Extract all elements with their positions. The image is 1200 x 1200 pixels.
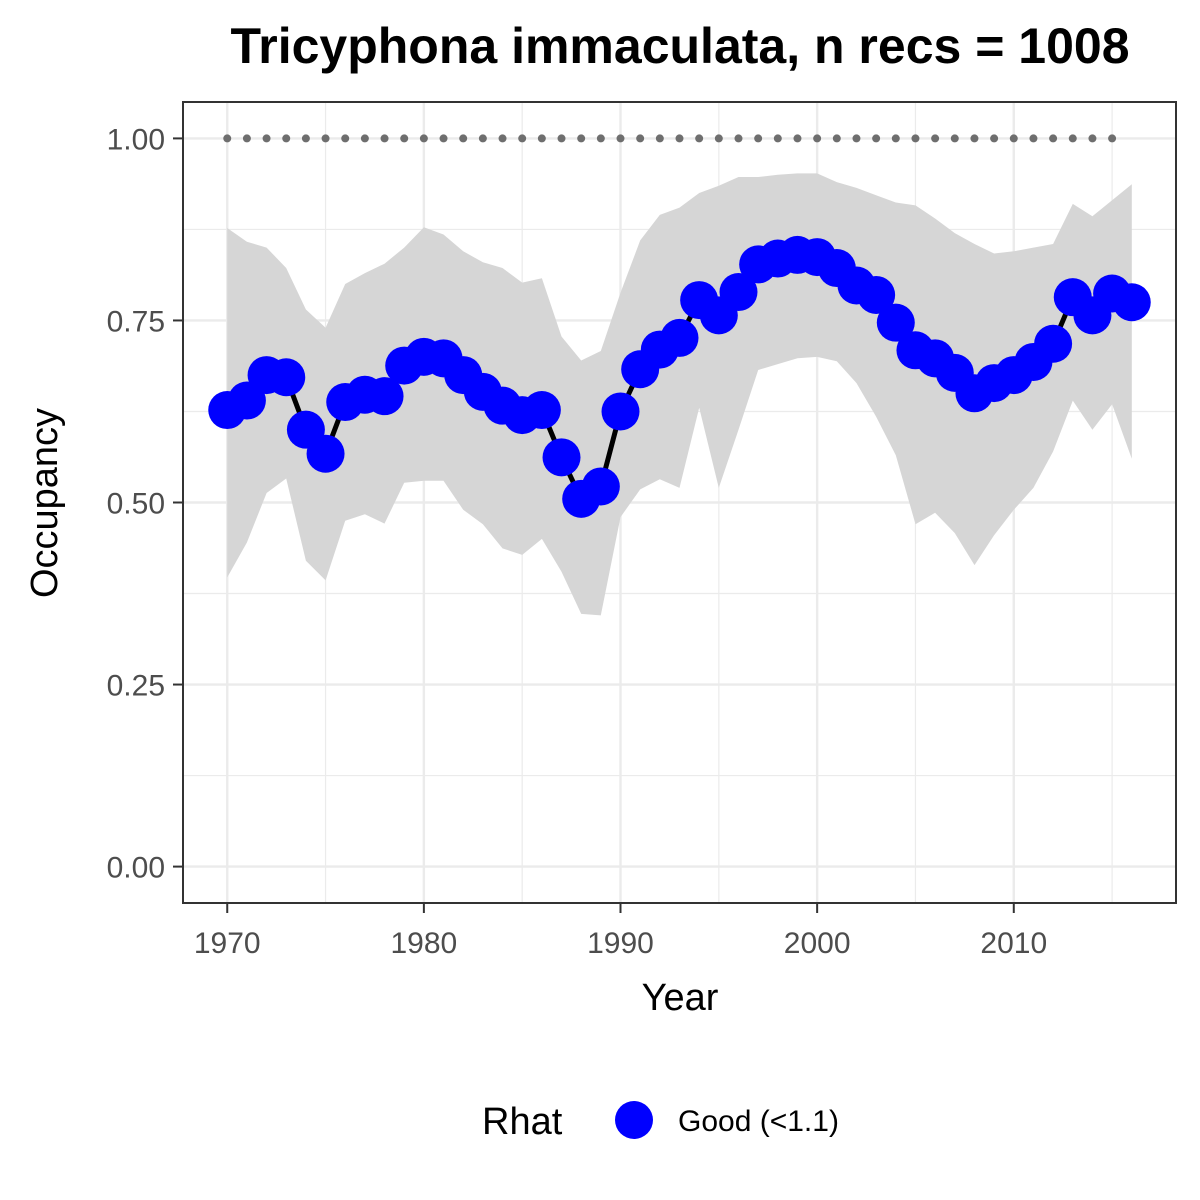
reference-dot	[459, 134, 468, 143]
reference-dot	[321, 134, 330, 143]
reference-dot	[518, 134, 527, 143]
y-axis: 0.00 0.25 0.50 0.75 1.00	[107, 123, 183, 885]
reference-dot	[1009, 134, 1018, 143]
confidence-ribbon	[227, 173, 1132, 616]
reference-dot	[341, 134, 350, 143]
reference-dot	[301, 134, 310, 143]
reference-dot	[262, 134, 271, 143]
reference-dot	[734, 134, 743, 143]
reference-dot	[282, 134, 291, 143]
y-tick-label: 0.75	[107, 305, 165, 338]
data-point	[267, 358, 306, 397]
reference-dot	[655, 134, 664, 143]
y-tick-label: 0.25	[107, 670, 165, 703]
reference-dot	[911, 134, 920, 143]
reference-dot	[832, 134, 841, 143]
chart-title: Tricyphona immaculata, n recs = 1008	[230, 18, 1129, 74]
reference-dot	[636, 134, 645, 143]
reference-dot	[537, 134, 546, 143]
legend-key-point	[615, 1101, 653, 1139]
data-point	[876, 303, 915, 342]
reference-dot	[714, 134, 723, 143]
x-tick-label: 2010	[980, 927, 1047, 960]
reference-dot	[419, 134, 428, 143]
reference-dots	[223, 134, 1117, 143]
reference-dot	[1029, 134, 1038, 143]
reference-dot	[1088, 134, 1097, 143]
reference-dot	[695, 134, 704, 143]
data-point	[581, 467, 620, 506]
data-point	[306, 434, 345, 473]
reference-dot	[400, 134, 409, 143]
reference-dot	[754, 134, 763, 143]
reference-dot	[891, 134, 900, 143]
data-point	[1034, 324, 1073, 363]
reference-dot	[970, 134, 979, 143]
legend-title: Rhat	[482, 1101, 563, 1143]
data-point	[542, 438, 581, 477]
data-point	[522, 391, 561, 430]
reference-dot	[950, 134, 959, 143]
data-point	[1112, 283, 1151, 322]
plot-panel	[182, 101, 1177, 904]
reference-dot	[793, 134, 802, 143]
x-tick-label: 1990	[587, 927, 654, 960]
reference-dot	[380, 134, 389, 143]
x-axis-title: Year	[642, 977, 719, 1019]
y-axis-title: Occupancy	[24, 408, 66, 598]
reference-dot	[596, 134, 605, 143]
y-tick-label: 0.00	[107, 852, 165, 885]
x-tick-label: 1970	[194, 927, 261, 960]
reference-dot	[360, 134, 369, 143]
reference-dot	[675, 134, 684, 143]
reference-dot	[872, 134, 881, 143]
reference-dot	[1108, 134, 1117, 143]
reference-dot	[223, 134, 232, 143]
reference-dot	[990, 134, 999, 143]
reference-dot	[242, 134, 251, 143]
x-tick-label: 2000	[784, 927, 851, 960]
reference-dot	[773, 134, 782, 143]
data-point	[365, 377, 404, 416]
legend: Rhat Good (<1.1)	[482, 1101, 839, 1143]
x-tick-label: 1980	[391, 927, 458, 960]
legend-label: Good (<1.1)	[678, 1105, 839, 1138]
data-point	[719, 273, 758, 312]
data-point	[857, 275, 896, 314]
reference-dot	[852, 134, 861, 143]
reference-dot	[1068, 134, 1077, 143]
occupancy-points	[208, 235, 1151, 518]
reference-dot	[931, 134, 940, 143]
reference-dot	[616, 134, 625, 143]
data-point	[660, 318, 699, 357]
reference-dot	[498, 134, 507, 143]
reference-dot	[478, 134, 487, 143]
reference-dot	[577, 134, 586, 143]
x-axis: 1970 1980 1990 2000 2010	[194, 903, 1047, 960]
y-tick-label: 0.50	[107, 488, 165, 521]
data-point	[601, 392, 640, 431]
reference-dot	[1049, 134, 1058, 143]
reference-dot	[813, 134, 822, 143]
reference-dot	[439, 134, 448, 143]
y-tick-label: 1.00	[107, 123, 165, 156]
reference-dot	[557, 134, 566, 143]
